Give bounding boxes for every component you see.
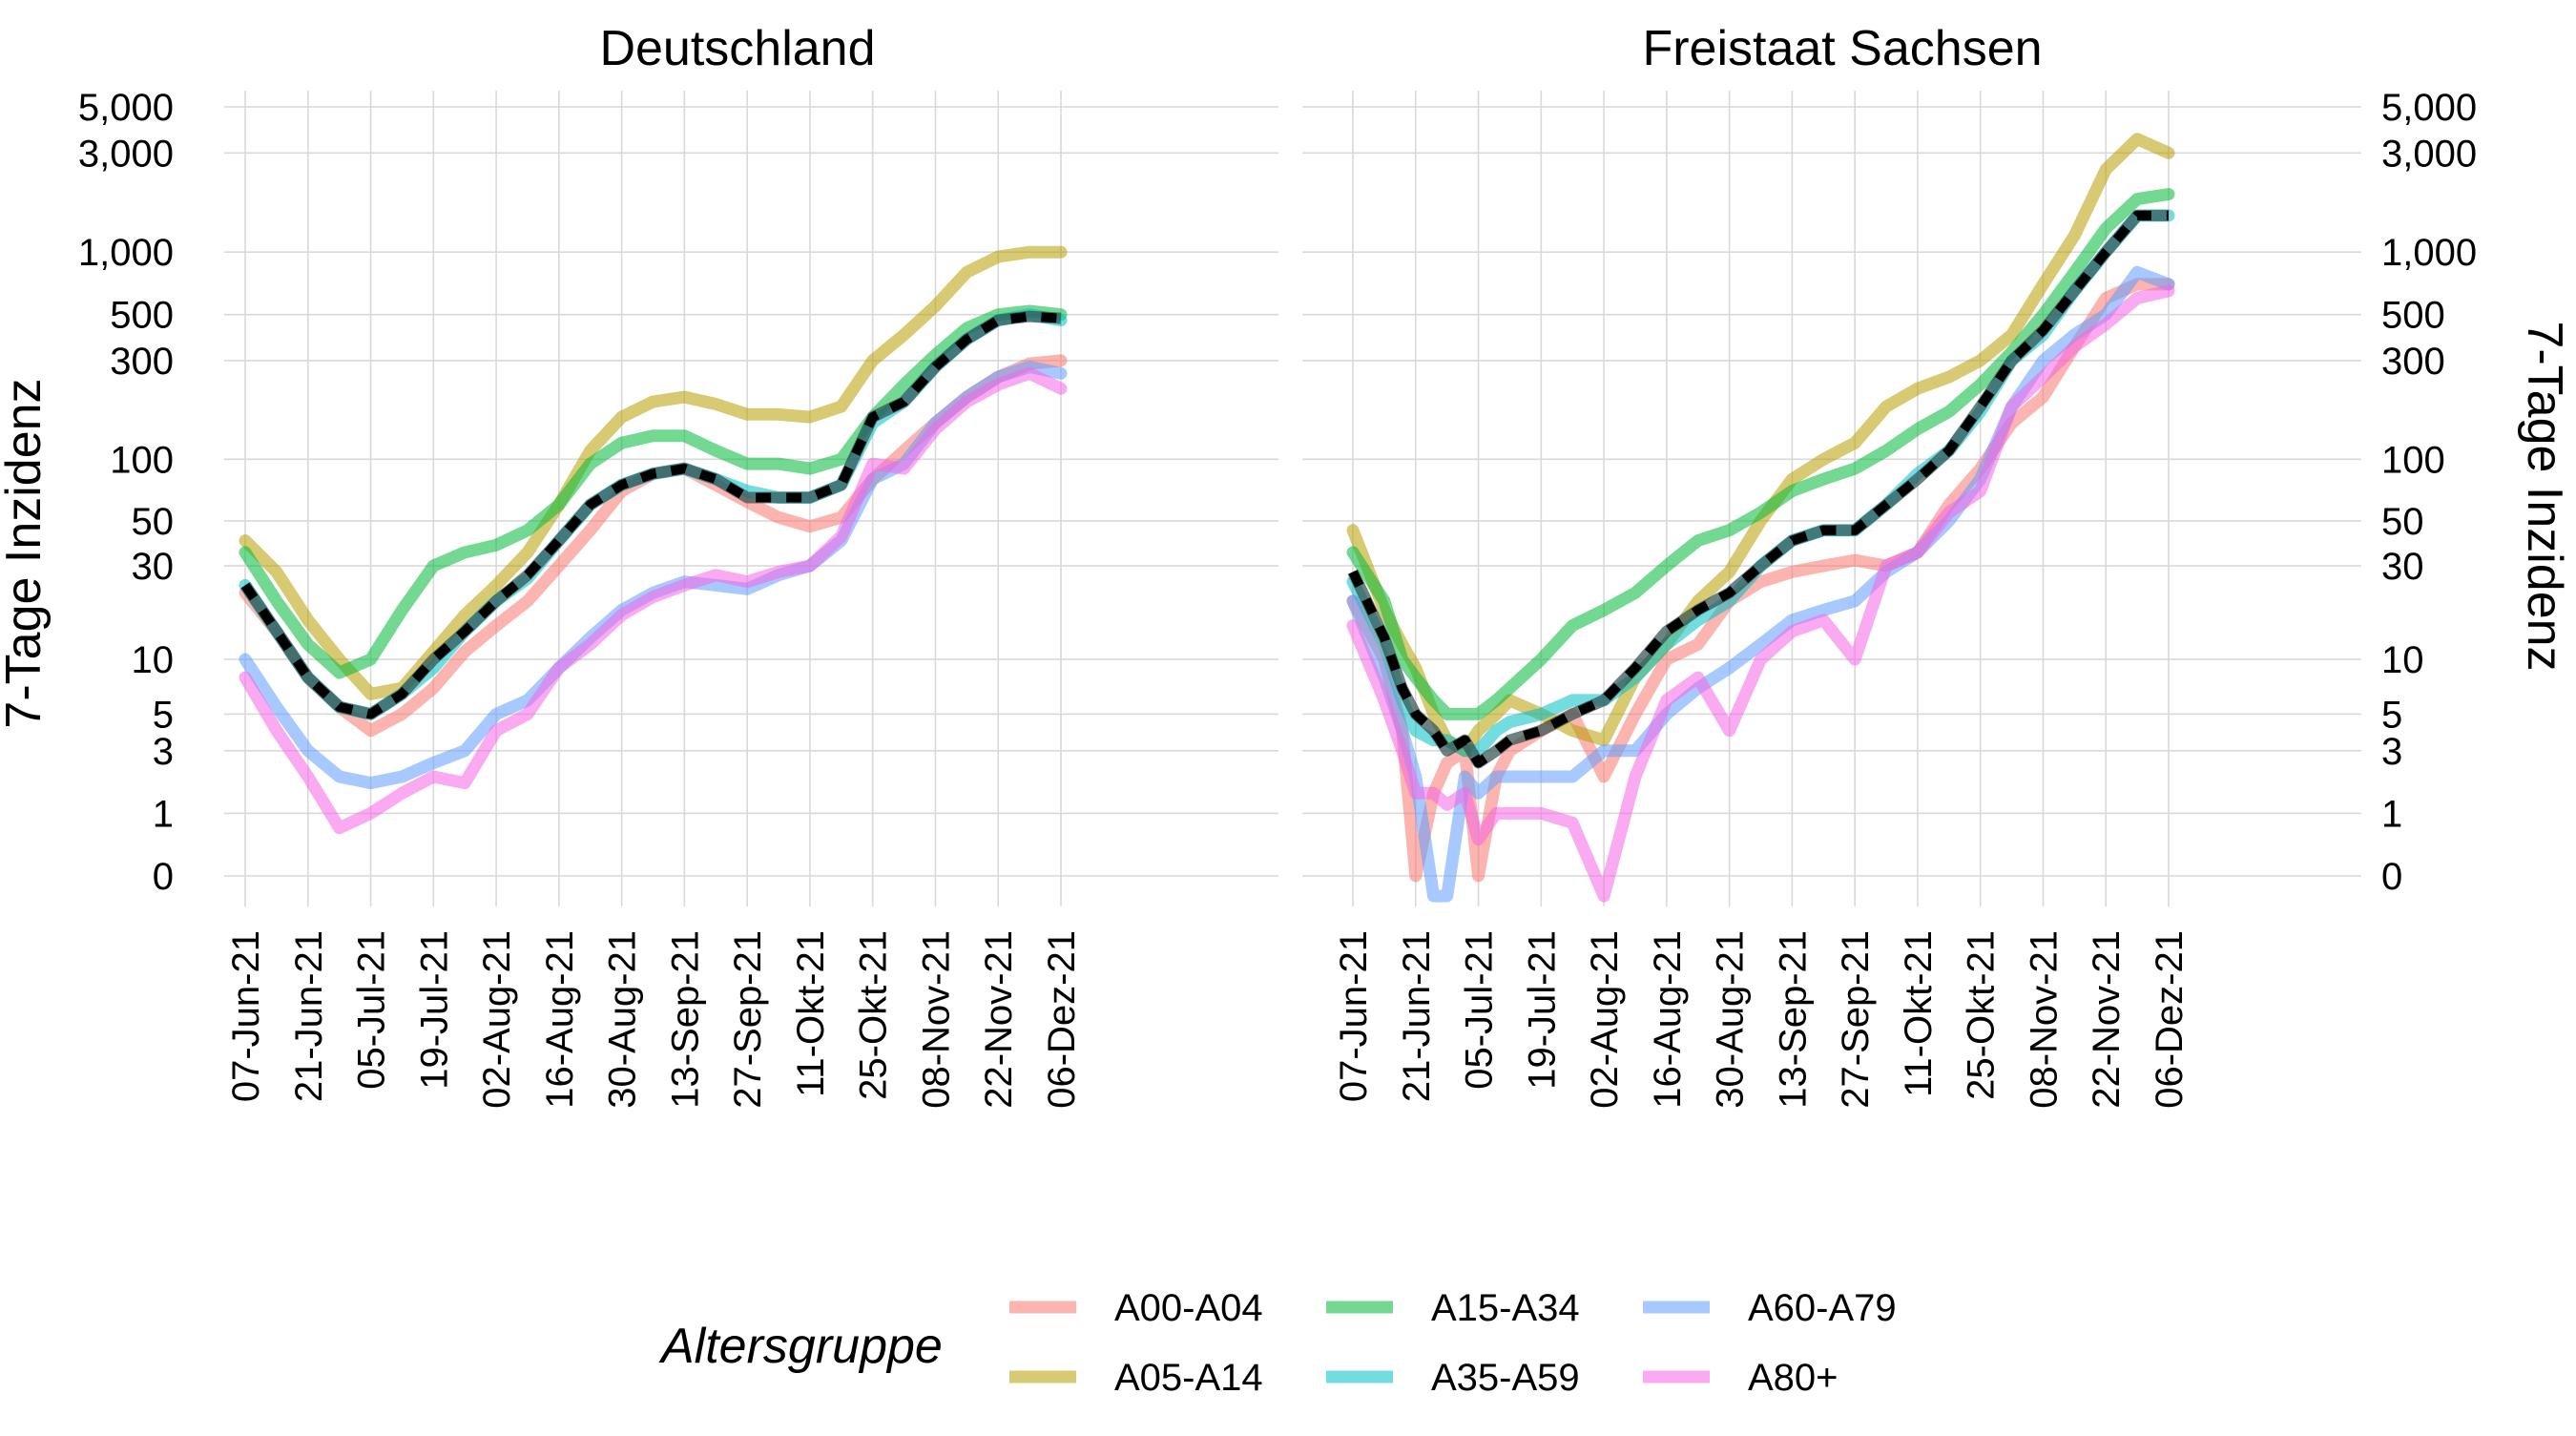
legend-label: A05-A14 [1114,1357,1263,1399]
y-tick-label: 5 [153,694,174,736]
y-tick-label: 1,000 [2381,232,2477,274]
y-tick-label: 5,000 [2381,87,2477,129]
y-tick-label: 300 [2381,341,2445,383]
y-axis-title-left: 7-Tage Inzidenz [0,378,52,728]
x-tick-label: 21-Jun-21 [288,930,330,1102]
x-tick-label: 19-Jul-21 [413,930,455,1090]
x-tick-label: 25-Okt-21 [853,930,895,1100]
legend-label: A60-A79 [1748,1287,1897,1329]
y-tick-label: 0 [153,856,174,898]
x-tick-label: 05-Jul-21 [1459,930,1501,1090]
series-lines [1346,133,2175,903]
y-tick-label: 300 [110,341,174,383]
legend-item-a80plus: A80+ [1643,1357,1839,1399]
y-tick-label: 5 [2381,694,2402,736]
legend-item-a35-a59: A35-A59 [1326,1357,1580,1399]
total-line [1348,210,2169,768]
panel-title: Freistaat Sachsen [1642,21,2042,76]
legend-item-a00-a04: A00-A04 [1009,1287,1263,1329]
x-tick-label: 30-Aug-21 [602,930,644,1109]
y-tick-label: 10 [132,639,175,681]
y-tick-label: 10 [2381,639,2424,681]
legend-label: A00-A04 [1114,1287,1263,1329]
x-tick-labels: 07-Jun-21 21-Jun-21 05-Jul-21 19-Jul-21 02-A… [1333,930,2191,1109]
x-tick-label: 06-Dez-21 [2149,930,2191,1109]
legend-item-a15-a34: A15-A34 [1326,1287,1580,1329]
legend-item-a60-a79: A60-A79 [1643,1287,1897,1329]
y-tick-label: 0 [2381,856,2402,898]
x-tick-label: 07-Jun-21 [1333,930,1375,1102]
x-tick-label: 21-Jun-21 [1396,930,1438,1102]
x-tick-label: 13-Sep-21 [1772,930,1814,1109]
y-tick-label: 500 [2381,295,2445,337]
y-axis-title-right: 7-Tage Inzidenz [2517,321,2572,671]
legend-items: A00-A04 A05-A14 A15-A34 A35-A59 A60-A79 A80+ [1009,1287,1897,1399]
y-tick-label: 30 [2381,546,2424,588]
series-lines [239,245,1068,835]
y-tick-label: 3 [153,731,174,773]
series-line-a15-a34 [239,304,1068,679]
total-line [240,311,1062,719]
y-tick-label: 1 [153,793,174,835]
x-tick-label: 25-Okt-21 [1961,930,2003,1100]
x-tick-label: 27-Sep-21 [727,930,769,1109]
y-tick-label: 3,000 [2381,133,2477,175]
x-tick-labels: 07-Jun-21 21-Jun-21 05-Jul-21 19-Jul-21 02-A… [225,930,1083,1109]
x-tick-label: 16-Aug-21 [539,930,581,1109]
x-tick-label: 02-Aug-21 [1584,930,1626,1109]
grid-lines [224,91,1278,906]
x-tick-label: 11-Okt-21 [790,930,832,1097]
x-tick-label: 22-Nov-21 [2086,930,2128,1109]
y-tick-label: 5,000 [78,87,174,129]
y-tick-label: 50 [2381,501,2424,543]
x-tick-label: 30-Aug-21 [1710,930,1752,1109]
x-tick-label: 08-Nov-21 [915,930,957,1109]
x-tick-label: 07-Jun-21 [225,930,267,1102]
x-tick-label: 05-Jul-21 [351,930,393,1090]
legend-label: A80+ [1748,1357,1839,1399]
panel-title: Deutschland [599,21,875,76]
x-tick-label: 27-Sep-21 [1835,930,1877,1109]
y-tick-label: 30 [132,546,175,588]
legend-title: Altersgruppe [658,1319,943,1374]
y-tick-label: 1 [2381,793,2402,835]
legend-label: A15-A34 [1431,1287,1580,1329]
x-tick-label: 22-Nov-21 [978,930,1020,1109]
legend: Altersgruppe A00-A04 A05-A14 A15-A34 A35-A5… [658,1287,1897,1399]
x-tick-label: 06-Dez-21 [1041,930,1083,1109]
x-tick-label: 11-Okt-21 [1898,930,1940,1097]
y-tick-label: 3 [2381,731,2402,773]
x-tick-label: 19-Jul-21 [1521,930,1563,1090]
x-tick-label: 16-Aug-21 [1647,930,1689,1109]
x-tick-label: 13-Sep-21 [664,930,706,1109]
legend-label: A35-A59 [1431,1357,1580,1399]
series-line-a15-a34 [1346,188,2175,720]
x-tick-label: 02-Aug-21 [476,930,518,1109]
y-tick-label: 500 [110,295,174,337]
legend-item-a05-a14: A05-A14 [1009,1357,1263,1399]
y-tick-label: 100 [2381,439,2445,481]
total-line-underlay [1347,209,2169,769]
series-line-a05-a14 [239,245,1068,700]
series-line-a80plus [239,366,1068,835]
y-tick-label: 100 [110,439,174,481]
y-tick-label: 50 [132,501,175,543]
y-tick-label: 3,000 [78,133,174,175]
series-line-a80plus [1346,284,2175,903]
x-tick-label: 08-Nov-21 [2023,930,2065,1109]
y-tick-label: 1,000 [78,232,174,274]
